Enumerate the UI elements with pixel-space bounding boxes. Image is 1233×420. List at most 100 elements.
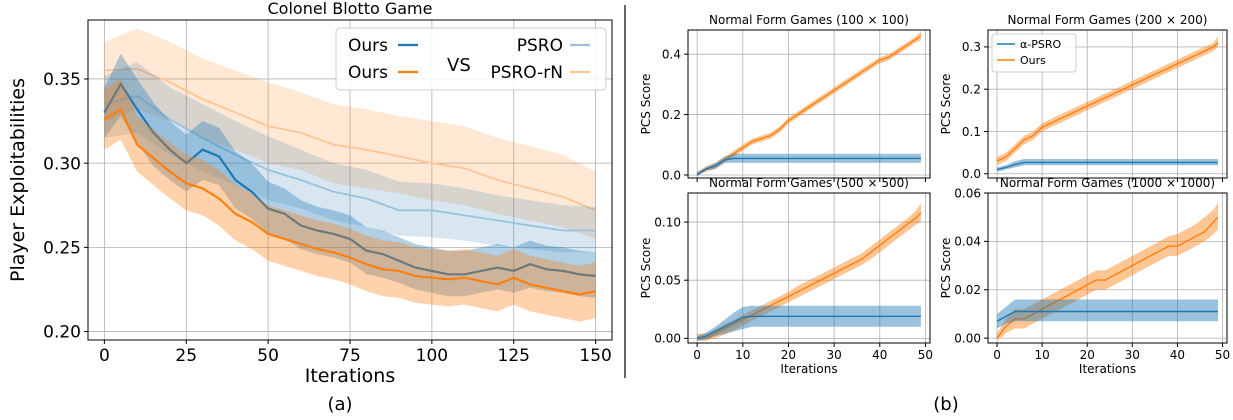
y-tick-label: 0.06 [954,186,981,200]
y-tick-label: 0.04 [954,235,981,249]
axes-frame [987,192,1228,344]
y-axis-label: PCS Score [639,238,653,299]
y-tick-label: 0.10 [654,215,681,229]
series-line-1 [696,315,921,339]
x-tick-label: 40 [872,348,887,362]
legend: Ours Ours VS PSRO PSRO-rN [335,27,607,91]
series-line-0 [696,35,922,176]
y-tick-label: 0.0 [962,167,981,181]
y-axis-label: Player Exploitabilities [7,78,29,282]
chart-title: Normal Form Games (500 × 500) [709,176,909,190]
series-line-1 [996,310,1218,322]
y-tick-label: 0.1 [962,125,981,139]
series-band-0 [997,36,1218,166]
series-line-0 [996,42,1219,162]
y-tick-label: 0.20 [43,323,81,343]
series-line-0 [104,67,596,212]
axes-frame [687,29,931,179]
series-layer [996,36,1219,172]
chart-title: Normal Form Games (100 × 100) [709,13,909,27]
x-tick-label: 50 [918,348,933,362]
y-tick-label: 0.05 [654,274,681,288]
y-axis-label: PCS Score [939,74,953,135]
x-tick-label: 10 [735,348,750,362]
x-tick-label: 10 [1034,348,1049,362]
x-axis-label: Iterations [1079,362,1136,376]
legend-label-left-1: Ours [348,63,388,83]
chart-1: 0.0 0.2 0.4 Normal Form Games (100 × 100) PC… [639,13,931,182]
chart-2: 0.0 0.1 0.2 0.3 Normal Form Games (200 × 200… [939,13,1228,182]
y-tick-label: 0.4 [662,47,681,61]
chart-4: 0 10 20 30 40 50 0.00 0.02 0.04 0.06 Normal Form G… [939,176,1230,376]
y-tick-label: 0.0 [662,168,681,182]
series-band-0 [997,202,1218,341]
figure-label-b: (b) [933,394,958,415]
y-tick-label: 0.02 [954,283,981,297]
y-tick-label: 0.30 [43,154,81,174]
y-tick-label: 0.00 [654,332,681,346]
series-band-0 [697,203,921,341]
legend-label-0: α-PSRO [1020,38,1061,51]
series-layer [696,31,922,176]
x-axis-label: Iterations [305,365,396,387]
x-tick-label: 30 [826,348,841,362]
series-layer [696,203,922,341]
series-line-1 [696,157,921,176]
x-tick-label: 0 [693,348,701,362]
plot-area [688,193,930,343]
y-axis-label: PCS Score [639,74,653,135]
x-tick-label: 30 [1125,348,1140,362]
series-layer [996,202,1219,341]
legend-label-left-0: Ours [348,36,388,56]
x-tick-label: 75 [339,346,361,366]
y-axis-label: PCS Score [939,238,953,299]
x-tick-label: 25 [175,346,197,366]
y-tick-label: 0.3 [962,40,981,54]
series-layer [103,28,596,322]
series-band-1 [697,305,921,341]
series-line-3 [103,107,596,296]
legend-label-right-1: PSRO-rN [490,63,563,83]
y-tick-label: 0.2 [962,83,981,97]
legend-frame [335,27,607,91]
chart-title: Colonel Blotto Game [268,0,433,18]
plot-area [988,193,1227,343]
chart-3: 0 10 20 30 40 50 0.00 0.05 0.10 Normal Form Games… [639,176,933,376]
axes-frame [687,192,931,344]
series-band-1 [697,153,921,175]
series-line-1 [104,94,596,232]
x-tick-label: 150 [579,346,611,366]
y-tick-label: 0.25 [43,238,81,258]
chart-0: 0 25 50 75 100 125 150 0.20 0.25 0.30 0.35 Colonel … [7,0,613,387]
x-axis-label: Iterations [780,362,837,376]
plot-area [688,30,930,178]
x-tick-label: 40 [1170,348,1185,362]
series-line-2 [103,81,596,278]
figure-label-a: (a) [327,394,352,415]
legend-label-1: Ours [1020,54,1046,67]
y-tick-label: 0.00 [954,331,981,345]
legend-label-right-0: PSRO [517,36,563,56]
series-line-0 [697,212,922,339]
x-tick-label: 125 [498,346,530,366]
x-tick-label: 0 [99,346,110,366]
series-band-1 [997,299,1218,329]
x-tick-label: 50 [257,346,279,366]
series-band-2 [104,53,596,298]
axes-frame [987,29,1228,179]
series-band-1 [104,62,596,253]
x-tick-label: 20 [1080,348,1095,362]
legend-vs: VS [447,55,471,76]
charts-layer: 0 25 50 75 100 125 1500.200.250.300.35Colonel … [7,0,1230,387]
series-band-0 [104,28,596,239]
x-tick-label: 20 [781,348,796,362]
x-tick-label: 50 [1215,348,1230,362]
chart-title: Normal Form Games (1000 × 1000) [1000,176,1215,190]
series-line-1 [996,161,1218,171]
x-tick-label: 100 [416,346,448,366]
y-tick-label: 0.35 [43,70,81,90]
chart-title: Normal Form Games (200 × 200) [1008,13,1208,27]
series-band-3 [104,78,596,322]
x-tick-label: 0 [993,348,1001,362]
